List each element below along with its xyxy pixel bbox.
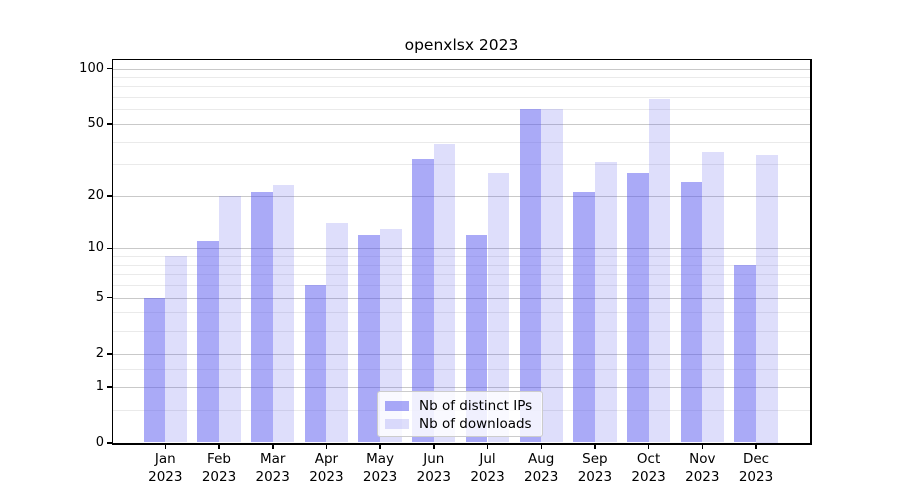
x-tick-jan xyxy=(164,444,167,449)
y-tick-1 xyxy=(107,386,112,388)
bar-downloads-nov xyxy=(702,152,724,443)
gridline-y-10 xyxy=(113,248,810,250)
y-tick-2 xyxy=(107,353,112,355)
bar-distinct-ips-may xyxy=(358,234,381,443)
y-tick-label-10: 10 xyxy=(87,240,104,256)
bar-distinct-ips-feb xyxy=(197,241,219,443)
bar-distinct-ips-apr xyxy=(304,285,327,443)
bar-downloads-feb xyxy=(219,195,241,443)
x-tick-apr xyxy=(325,444,328,449)
bar-downloads-jul xyxy=(487,172,510,443)
x-tick-label-jul: Jul 2023 xyxy=(470,451,505,485)
axis-spine-top xyxy=(111,58,812,60)
bar-distinct-ips-jan xyxy=(143,297,166,443)
x-tick-label-dec: Dec 2023 xyxy=(738,451,774,485)
y-tick-20 xyxy=(107,195,112,197)
bar-downloads-jun xyxy=(433,143,456,443)
x-tick-oct xyxy=(647,444,650,449)
legend-swatch-distinct-ips xyxy=(385,401,409,411)
y-tick-label-5: 5 xyxy=(95,289,104,305)
x-tick-label-oct: Oct 2023 xyxy=(631,451,666,485)
x-tick-label-jun: Jun 2023 xyxy=(416,451,451,485)
x-tick-label-mar: Mar 2023 xyxy=(255,451,290,485)
x-tick-jun xyxy=(433,444,435,449)
bar-distinct-ips-nov xyxy=(680,181,703,443)
x-tick-label-feb: Feb 2023 xyxy=(201,451,237,485)
x-tick-sep xyxy=(594,444,596,449)
bar-distinct-ips-jul xyxy=(465,234,488,443)
bar-downloads-sep xyxy=(594,161,617,443)
gridline-y-5 xyxy=(113,297,810,299)
y-tick-label-100: 100 xyxy=(79,60,104,76)
bar-downloads-jan xyxy=(165,256,187,443)
y-tick-label-20: 20 xyxy=(87,187,104,203)
x-tick-jul xyxy=(486,444,489,449)
gridline-minor-70 xyxy=(113,97,810,99)
bar-downloads-dec xyxy=(756,154,778,443)
legend-entry-downloads: Nb of downloads xyxy=(385,415,542,433)
gridline-minor-4 xyxy=(113,312,810,314)
legend-swatch-downloads xyxy=(385,419,409,429)
axis-spine-bottom xyxy=(111,443,812,445)
x-tick-label-apr: Apr 2023 xyxy=(309,451,344,485)
x-tick-label-aug: Aug 2023 xyxy=(524,451,559,485)
gridline-minor-40 xyxy=(113,141,810,143)
bar-distinct-ips-dec xyxy=(734,264,756,443)
gridline-minor-8 xyxy=(113,264,810,266)
y-tick-0 xyxy=(107,442,112,444)
gridline-minor-9 xyxy=(113,256,810,258)
gridline-minor-30 xyxy=(113,164,810,166)
gridline-y-2 xyxy=(113,353,810,355)
gridline-y-20 xyxy=(113,195,810,197)
bar-downloads-may xyxy=(380,228,402,443)
bar-downloads-apr xyxy=(326,223,349,443)
y-tick-100 xyxy=(107,67,112,70)
gridline-minor-7 xyxy=(113,274,810,276)
gridline-minor-90 xyxy=(113,77,810,78)
x-tick-feb xyxy=(218,444,220,449)
y-tick-50 xyxy=(107,123,112,125)
bar-downloads-oct xyxy=(648,99,671,443)
gridline-y-50 xyxy=(113,123,810,125)
y-tick-10 xyxy=(107,247,112,250)
bar-downloads-aug xyxy=(541,109,563,443)
x-tick-dec xyxy=(755,444,757,449)
bar-distinct-ips-oct xyxy=(626,172,649,443)
x-tick-nov xyxy=(701,444,703,449)
y-tick-label-50: 50 xyxy=(87,115,104,131)
x-tick-label-sep: Sep 2023 xyxy=(577,451,613,485)
y-tick-label-2: 2 xyxy=(95,345,104,361)
x-tick-label-may: May 2023 xyxy=(362,451,398,485)
legend-entry-distinct-ips: Nb of distinct IPs xyxy=(385,397,542,415)
bar-distinct-ips-aug xyxy=(519,109,542,443)
gridline-minor-3 xyxy=(113,330,810,332)
y-tick-5 xyxy=(107,296,112,299)
bar-downloads-mar xyxy=(272,185,295,443)
legend: Nb of distinct IPs Nb of downloads xyxy=(377,391,543,437)
gridline-y-1 xyxy=(113,386,810,388)
gridline-minor-6 xyxy=(113,285,810,287)
gridline-minor-60 xyxy=(113,109,810,111)
y-tick-label-1: 1 xyxy=(95,378,104,394)
axis-spine-right xyxy=(810,58,812,445)
legend-label-downloads: Nb of downloads xyxy=(419,416,532,432)
axis-spine-left xyxy=(111,58,113,445)
legend-label-distinct-ips: Nb of distinct IPs xyxy=(419,398,533,414)
bar-distinct-ips-jun xyxy=(412,159,434,443)
chart-title: openxlsx 2023 xyxy=(404,36,519,54)
gridline-minor-1_5 xyxy=(113,368,810,370)
x-tick-aug xyxy=(540,444,542,449)
x-tick-mar xyxy=(272,444,274,449)
bar-distinct-ips-sep xyxy=(573,192,595,443)
x-tick-may xyxy=(379,444,381,449)
x-tick-label-nov: Nov 2023 xyxy=(685,451,720,485)
gridline-minor-80 xyxy=(113,86,810,88)
gridline-y-100 xyxy=(113,68,810,70)
bar-distinct-ips-mar xyxy=(251,192,273,443)
y-tick-label-0: 0 xyxy=(95,435,104,450)
x-tick-label-jan: Jan 2023 xyxy=(148,451,183,485)
